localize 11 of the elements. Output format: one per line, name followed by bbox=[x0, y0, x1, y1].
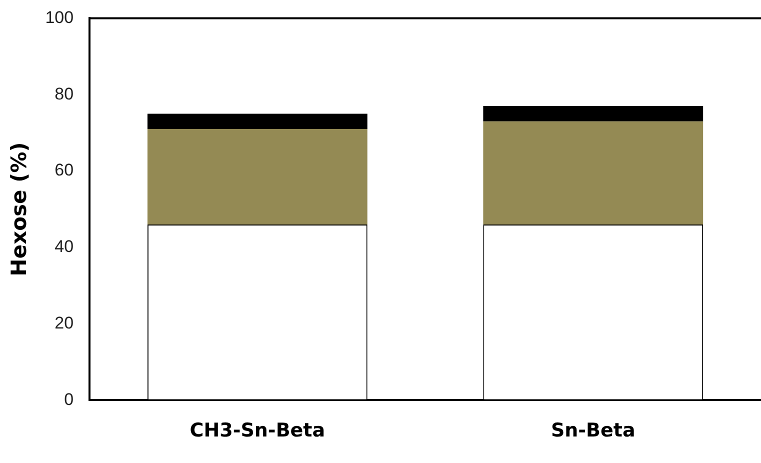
bar bbox=[483, 106, 704, 122]
x-tick-label: CH3-Sn-Beta bbox=[190, 420, 326, 442]
y-tick-label: 60 bbox=[54, 160, 74, 180]
y-tick-label: 0 bbox=[64, 390, 74, 409]
y-tick-label: 40 bbox=[54, 237, 74, 256]
y-axis-title: Hexose (%) bbox=[7, 142, 32, 276]
bar bbox=[147, 114, 368, 129]
x-tick-label: Sn-Beta bbox=[550, 420, 636, 442]
y-tick-label: 20 bbox=[54, 313, 74, 332]
y-tick-label: 80 bbox=[54, 84, 74, 104]
y-tick-label: 100 bbox=[45, 8, 74, 27]
